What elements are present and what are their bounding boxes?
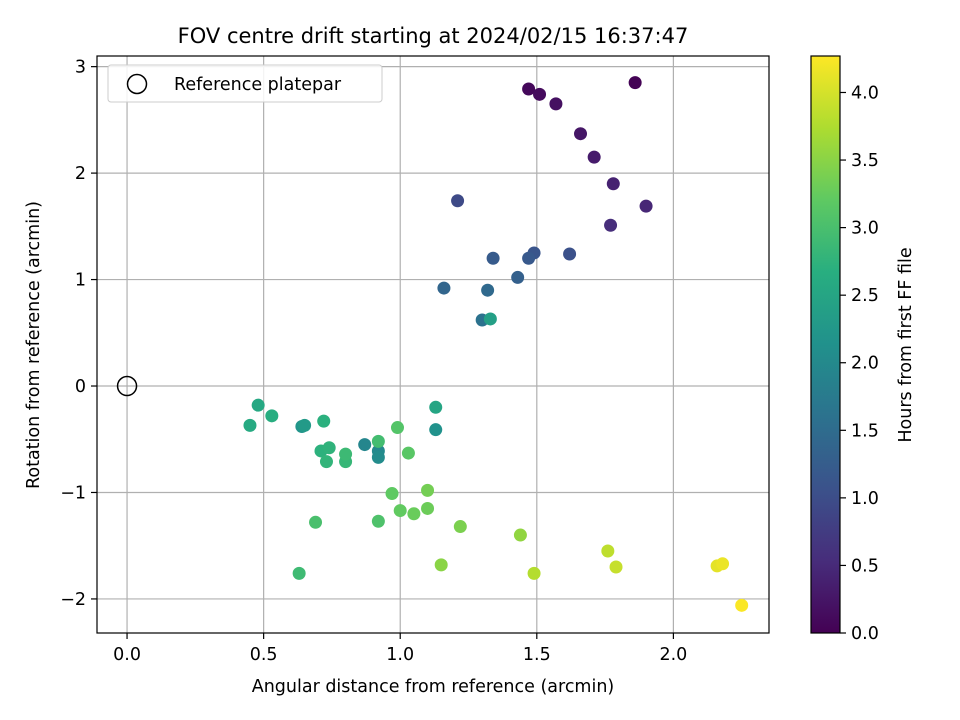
data-point (421, 501, 435, 515)
data-point (549, 97, 563, 111)
data-point (298, 418, 312, 432)
plot-frame (96, 55, 770, 634)
colorbar-tick-label: 0.0 (851, 624, 879, 644)
data-point (243, 418, 257, 432)
data-point (401, 446, 415, 460)
data-point (735, 598, 749, 612)
data-point (429, 400, 443, 414)
data-point (609, 560, 623, 574)
data-point (533, 87, 547, 101)
y-tick-label: 1 (75, 271, 86, 291)
reference-platepar-marker (116, 375, 138, 397)
data-point (628, 76, 642, 90)
data-point (483, 312, 497, 326)
data-point (522, 251, 536, 265)
data-point (371, 434, 385, 448)
y-axis-ticks: −2 −1 0 1 2 3 (60, 58, 97, 610)
y-tick-label: 0 (75, 377, 86, 397)
scatter-points (243, 76, 749, 612)
x-tick-label: 0.5 (250, 645, 278, 665)
data-point (371, 450, 385, 464)
data-point (604, 218, 618, 232)
x-axis-ticks: 0.0 0.5 1.0 1.5 2.0 (113, 633, 687, 665)
legend-marker (126, 73, 148, 95)
colorbar-tick-label: 3.5 (851, 151, 879, 171)
colorbar-tick-label: 4.0 (851, 83, 879, 103)
data-point (511, 270, 525, 284)
data-point (421, 483, 435, 497)
data-point (339, 447, 353, 461)
legend-box (107, 64, 383, 103)
data-point (371, 514, 385, 528)
colorbar-tick-label: 3.0 (851, 219, 879, 239)
y-tick-label: 2 (75, 164, 86, 184)
data-point (601, 544, 615, 558)
data-point (434, 558, 448, 572)
data-point (451, 194, 465, 208)
x-tick-label: 0.0 (113, 645, 141, 665)
colorbar-frame (810, 55, 841, 634)
data-point (265, 409, 279, 423)
data-point (251, 398, 265, 412)
data-point (429, 423, 443, 437)
legend: Reference platepar (107, 64, 383, 103)
data-point (481, 283, 495, 297)
colorbar (811, 56, 840, 633)
y-axis-label: Rotation from reference (arcmin) (24, 201, 44, 489)
colorbar-tick-label: 2.5 (851, 286, 879, 306)
colorbar-tick-label: 1.5 (851, 421, 879, 441)
data-point (639, 199, 653, 213)
y-tick-label: −1 (60, 483, 86, 503)
data-point (322, 441, 336, 455)
data-point (358, 438, 372, 452)
x-axis-label: Angular distance from reference (arcmin) (252, 677, 615, 697)
x-tick-label: 1.0 (386, 645, 414, 665)
data-point (317, 414, 331, 428)
data-point (606, 177, 620, 191)
data-point (513, 528, 527, 542)
colorbar-label: Hours from first FF file (896, 247, 916, 442)
data-point (309, 515, 323, 529)
legend-entry-reference: Reference platepar (174, 75, 342, 95)
grid (97, 56, 769, 633)
x-tick-label: 1.5 (523, 645, 551, 665)
colorbar-tick-label: 0.5 (851, 556, 879, 576)
data-point (385, 487, 399, 501)
data-point (574, 127, 588, 141)
data-point (390, 421, 404, 435)
data-point (563, 247, 577, 261)
data-point (453, 520, 467, 534)
x-tick-label: 2.0 (659, 645, 687, 665)
data-point (407, 507, 421, 521)
chart-title: FOV centre drift starting at 2024/02/15 … (178, 24, 689, 48)
data-point (587, 150, 601, 164)
data-point (527, 566, 541, 580)
data-point (522, 82, 536, 96)
y-tick-label: 3 (75, 58, 86, 78)
colorbar-tick-label: 1.0 (851, 489, 879, 509)
data-point (292, 566, 306, 580)
colorbar-tick-label: 2.0 (851, 354, 879, 374)
y-tick-label: −2 (60, 590, 86, 610)
data-point (319, 455, 333, 469)
data-point (393, 504, 407, 518)
data-point (716, 557, 730, 571)
data-point (437, 281, 451, 295)
data-point (486, 251, 500, 265)
colorbar-ticks: 0.0 0.5 1.0 1.5 2.0 2.5 3.0 3.5 4.0 (840, 83, 879, 644)
